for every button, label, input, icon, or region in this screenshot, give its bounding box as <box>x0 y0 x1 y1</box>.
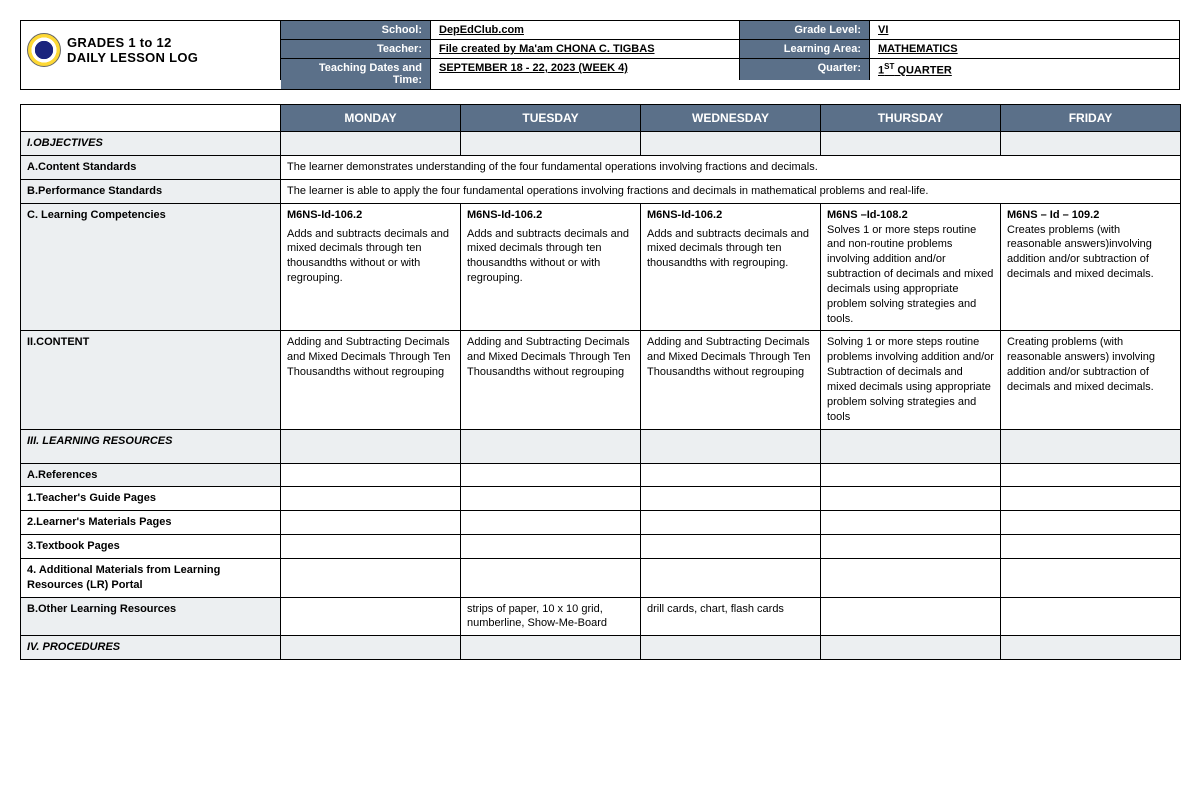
col-friday: FRIDAY <box>1001 105 1181 132</box>
title-line-1: GRADES 1 to 12 <box>67 35 172 50</box>
col-monday: MONDAY <box>281 105 461 132</box>
content-fri: Creating problems (with reasonable answe… <box>1001 331 1181 429</box>
comp-tue-code: M6NS-Id-106.2 <box>467 209 542 221</box>
comp-thu: M6NS –Id-108.2 Solves 1 or more steps ro… <box>821 203 1001 331</box>
label-dates: Teaching Dates and Time: <box>281 59 431 89</box>
content-thu: Solving 1 or more steps routine problems… <box>821 331 1001 429</box>
comp-mon-body: Adds and subtracts decimals and mixed de… <box>287 228 449 285</box>
row-objectives: I.OBJECTIVES <box>21 132 1181 156</box>
row-lm-pages: 2.Learner's Materials Pages <box>21 511 1181 535</box>
comp-mon-code: M6NS-Id-106.2 <box>287 209 362 221</box>
comp-wed: M6NS-Id-106.2 Adds and subtracts decimal… <box>641 203 821 331</box>
header-title-cell: GRADES 1 to 12 DAILY LESSON LOG <box>21 21 281 80</box>
row-competencies: C. Learning Competencies M6NS-Id-106.2 A… <box>21 203 1181 331</box>
document-title: GRADES 1 to 12 DAILY LESSON LOG <box>67 35 198 66</box>
row-tg-pages: 1.Teacher's Guide Pages <box>21 487 1181 511</box>
content-mon: Adding and Subtracting Decimals and Mixe… <box>281 331 461 429</box>
row-other-lr: B.Other Learning Resources strips of pap… <box>21 597 1181 636</box>
value-teacher: File created by Ma'am CHONA C. TIGBAS <box>431 40 740 59</box>
comp-fri-code: M6NS – Id – 109.2 <box>1007 209 1099 221</box>
content-wed: Adding and Subtracting Decimals and Mixe… <box>641 331 821 429</box>
label-objectives: I.OBJECTIVES <box>21 132 281 156</box>
otherlr-thu <box>821 597 1001 636</box>
comp-tue-body: Adds and subtracts decimals and mixed de… <box>467 228 629 285</box>
row-procedures: IV. PROCEDURES <box>21 636 1181 660</box>
row-content: II.CONTENT Adding and Subtracting Decima… <box>21 331 1181 429</box>
comp-mon: M6NS-Id-106.2 Adds and subtracts decimal… <box>281 203 461 331</box>
value-school: DepEdClub.com <box>431 21 740 40</box>
row-references: A.References <box>21 463 1181 487</box>
otherlr-fri <box>1001 597 1181 636</box>
label-content-std: A.Content Standards <box>21 156 281 180</box>
quarter-word: QUARTER <box>894 65 951 77</box>
label-teacher: Teacher: <box>281 40 431 59</box>
label-additional-materials: 4. Additional Materials from Learning Re… <box>21 558 281 597</box>
value-quarter: 1ST QUARTER <box>870 59 1179 80</box>
label-quarter: Quarter: <box>740 59 870 80</box>
label-grade: Grade Level: <box>740 21 870 40</box>
row-additional-materials: 4. Additional Materials from Learning Re… <box>21 558 1181 597</box>
content-tue: Adding and Subtracting Decimals and Mixe… <box>461 331 641 429</box>
deped-logo <box>27 33 61 67</box>
row-content-standards: A.Content Standards The learner demonstr… <box>21 156 1181 180</box>
label-school: School: <box>281 21 431 40</box>
label-tg-pages: 1.Teacher's Guide Pages <box>21 487 281 511</box>
row-textbook-pages: 3.Textbook Pages <box>21 535 1181 559</box>
comp-fri-body: Creates problems (with reasonable answer… <box>1007 224 1154 281</box>
day-header-row: MONDAY TUESDAY WEDNESDAY THURSDAY FRIDAY <box>21 105 1181 132</box>
comp-thu-body: Solves 1 or more steps routine and non-r… <box>827 224 993 325</box>
otherlr-tue: strips of paper, 10 x 10 grid, numberlin… <box>461 597 641 636</box>
value-area: MATHEMATICS <box>870 40 1179 59</box>
quarter-ordinal: ST <box>884 62 894 71</box>
row-performance-standards: B.Performance Standards The learner is a… <box>21 179 1181 203</box>
lesson-log-document: GRADES 1 to 12 DAILY LESSON LOG School: … <box>20 20 1180 660</box>
row-learning-resources: III. LEARNING RESOURCES <box>21 429 1181 463</box>
label-textbook-pages: 3.Textbook Pages <box>21 535 281 559</box>
label-competencies: C. Learning Competencies <box>21 203 281 331</box>
comp-fri: M6NS – Id – 109.2 Creates problems (with… <box>1001 203 1181 331</box>
otherlr-wed: drill cards, chart, flash cards <box>641 597 821 636</box>
comp-wed-body: Adds and subtracts decimals and mixed de… <box>647 228 809 270</box>
value-grade: VI <box>870 21 1179 40</box>
comp-tue: M6NS-Id-106.2 Adds and subtracts decimal… <box>461 203 641 331</box>
lesson-table: MONDAY TUESDAY WEDNESDAY THURSDAY FRIDAY… <box>20 104 1181 660</box>
label-references: A.References <box>21 463 281 487</box>
comp-thu-code: M6NS –Id-108.2 <box>827 209 908 221</box>
otherlr-mon <box>281 597 461 636</box>
comp-wed-code: M6NS-Id-106.2 <box>647 209 722 221</box>
value-dates: SEPTEMBER 18 - 22, 2023 (WEEK 4) <box>431 59 740 80</box>
label-lm-pages: 2.Learner's Materials Pages <box>21 511 281 535</box>
col-thursday: THURSDAY <box>821 105 1001 132</box>
label-procedures: IV. PROCEDURES <box>21 636 281 660</box>
label-learning-resources: III. LEARNING RESOURCES <box>21 429 281 463</box>
label-other-lr: B.Other Learning Resources <box>21 597 281 636</box>
title-line-2: DAILY LESSON LOG <box>67 50 198 65</box>
label-content: II.CONTENT <box>21 331 281 429</box>
col-wednesday: WEDNESDAY <box>641 105 821 132</box>
label-area: Learning Area: <box>740 40 870 59</box>
label-perf-std: B.Performance Standards <box>21 179 281 203</box>
text-perf-std: The learner is able to apply the four fu… <box>281 179 1181 203</box>
col-tuesday: TUESDAY <box>461 105 641 132</box>
header-block: GRADES 1 to 12 DAILY LESSON LOG School: … <box>20 20 1180 90</box>
text-content-std: The learner demonstrates understanding o… <box>281 156 1181 180</box>
